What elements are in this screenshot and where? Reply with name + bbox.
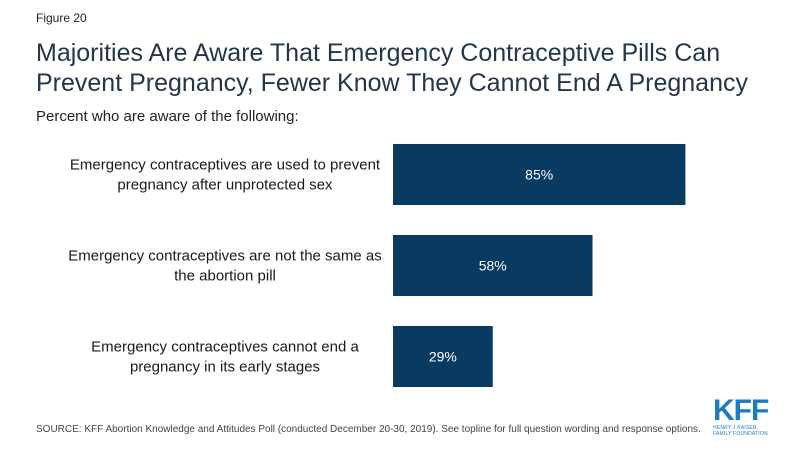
- data-label-2: 58%: [479, 258, 507, 274]
- category-label-line: Emergency contraceptives are used to pre…: [70, 157, 381, 174]
- source-note: SOURCE: KFF Abortion Knowledge and Attit…: [36, 424, 701, 435]
- bar-2: [393, 235, 593, 296]
- chart-title-line-1: Majorities Are Aware That Emergency Cont…: [36, 39, 721, 67]
- figure-label: Figure 20: [36, 11, 87, 25]
- bar-3: [393, 326, 493, 387]
- chart-subtitle: Percent who are aware of the following:: [36, 108, 299, 125]
- kff-logo-subtitle-2: FAMILY FOUNDATION: [713, 431, 768, 437]
- category-label-line: the abortion pill: [174, 268, 276, 285]
- kff-logo-mark: KFF: [713, 394, 769, 427]
- category-label-3: Emergency contraceptives cannot end a pre…: [91, 339, 359, 376]
- data-label-3: 29%: [429, 349, 457, 365]
- category-label-line: Emergency contraceptives cannot end a: [91, 339, 359, 356]
- category-label-line: Emergency contraceptives are not the sam…: [68, 248, 382, 265]
- category-label-line: pregnancy in its early stages: [130, 359, 320, 376]
- kff-logo-subtitle-1: HENRY J KAISER: [713, 425, 757, 431]
- bar-1: [393, 144, 686, 205]
- data-label-1: 85%: [525, 167, 553, 183]
- kff-logo: KFF HENRY J KAISER FAMILY FOUNDATION: [713, 394, 773, 438]
- chart-title: Majorities Are Aware That Emergency Cont…: [36, 38, 776, 98]
- category-label-2: Emergency contraceptives are not the sam…: [68, 248, 382, 285]
- category-label-1: Emergency contraceptives are used to pre…: [70, 157, 381, 194]
- chart-title-line-2: Prevent Pregnancy, Fewer Know They Canno…: [36, 69, 748, 97]
- category-label-line: pregnancy after unprotected sex: [117, 177, 333, 194]
